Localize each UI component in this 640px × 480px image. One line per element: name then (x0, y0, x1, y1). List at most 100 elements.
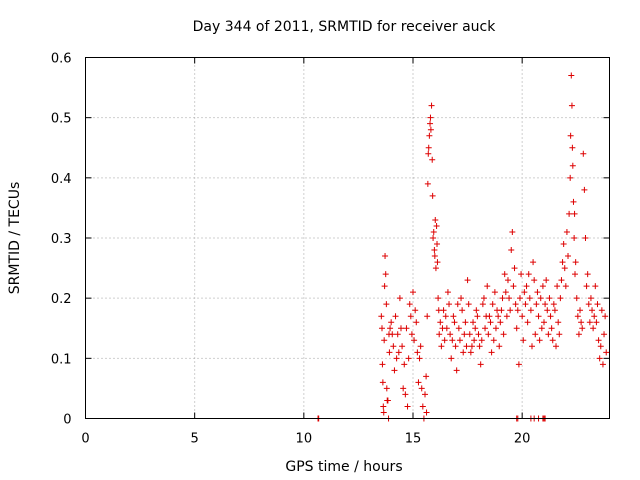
data-point (479, 301, 486, 308)
data-point (589, 307, 596, 314)
data-point (427, 120, 434, 127)
data-point (509, 228, 516, 235)
data-point (378, 325, 385, 332)
data-point (544, 307, 551, 314)
data-point (464, 277, 471, 284)
data-point (542, 301, 549, 308)
data-point (538, 325, 545, 332)
x-tick-label: 20 (514, 432, 531, 447)
data-point (449, 337, 456, 344)
data-point (592, 283, 599, 290)
data-point (533, 301, 540, 308)
data-point (594, 301, 601, 308)
data-point (458, 295, 465, 302)
data-point (504, 277, 511, 284)
data-point (429, 192, 436, 199)
data-point (513, 325, 520, 332)
x-tick-label: 15 (405, 432, 422, 447)
data-point (390, 343, 397, 350)
data-point (432, 265, 439, 272)
plot-frame (85, 57, 610, 419)
chart-title: Day 344 of 2011, SRMTID for receiver auc… (193, 19, 497, 35)
data-point (549, 337, 556, 344)
data-point (484, 283, 491, 290)
y-tick-label: 0 (63, 413, 71, 428)
x-axis-title: GPS time / hours (285, 459, 402, 475)
data-point (427, 126, 434, 133)
data-point (426, 132, 433, 139)
data-point (569, 144, 576, 151)
data-point (593, 319, 600, 326)
data-point (515, 361, 522, 368)
data-point (534, 289, 541, 296)
data-point (550, 301, 557, 308)
data-point (418, 385, 425, 392)
data-point (430, 228, 437, 235)
data-point (555, 319, 562, 326)
data-point (503, 313, 510, 320)
y-tick-label: 0.6 (51, 52, 72, 67)
data-point (388, 319, 395, 326)
data-point (498, 307, 505, 314)
data-point (514, 307, 521, 314)
data-point (427, 114, 434, 121)
data-point (495, 313, 502, 320)
data-point (391, 367, 398, 374)
data-point (384, 397, 391, 404)
data-point (448, 355, 455, 362)
data-point (497, 319, 504, 326)
data-point (520, 337, 527, 344)
data-point (557, 295, 564, 302)
data-point (383, 385, 390, 392)
data-point (519, 313, 526, 320)
data-point (528, 343, 535, 350)
data-point (397, 325, 404, 332)
data-point (587, 295, 594, 302)
data-point (553, 343, 560, 350)
data-point (602, 313, 609, 320)
data-point (465, 301, 472, 308)
data-point (561, 265, 568, 272)
data-point (598, 307, 605, 314)
data-point (527, 307, 534, 314)
data-point (387, 325, 394, 332)
data-point (431, 247, 438, 254)
data-point (462, 319, 469, 326)
data-point (501, 271, 508, 278)
data-point (543, 277, 550, 284)
data-point (451, 319, 458, 326)
data-point (379, 379, 386, 386)
data-point (492, 325, 499, 332)
data-point (545, 331, 552, 338)
data-point (578, 319, 585, 326)
data-point (586, 319, 593, 326)
data-point (562, 283, 569, 290)
data-point (565, 253, 572, 260)
data-point (460, 349, 467, 356)
data-point (470, 319, 477, 326)
data-point (423, 409, 430, 416)
data-point (580, 150, 587, 157)
data-point (434, 241, 441, 248)
data-point (437, 319, 444, 326)
data-point (558, 277, 565, 284)
data-point (559, 259, 566, 266)
data-point (423, 373, 430, 380)
data-point (502, 289, 509, 296)
data-point (478, 337, 485, 344)
data-point (512, 301, 519, 308)
data-point (590, 325, 597, 332)
data-point (523, 283, 530, 290)
data-point (582, 235, 589, 241)
data-point (407, 313, 414, 320)
data-point (416, 355, 423, 362)
data-point (425, 144, 432, 151)
data-point (410, 289, 416, 296)
data-point (476, 343, 483, 350)
data-point (554, 283, 561, 290)
data-point (430, 235, 437, 241)
x-tick-label: 5 (191, 432, 199, 447)
data-point (443, 325, 450, 332)
y-axis-title: SRMTID / TECUs (7, 182, 23, 295)
